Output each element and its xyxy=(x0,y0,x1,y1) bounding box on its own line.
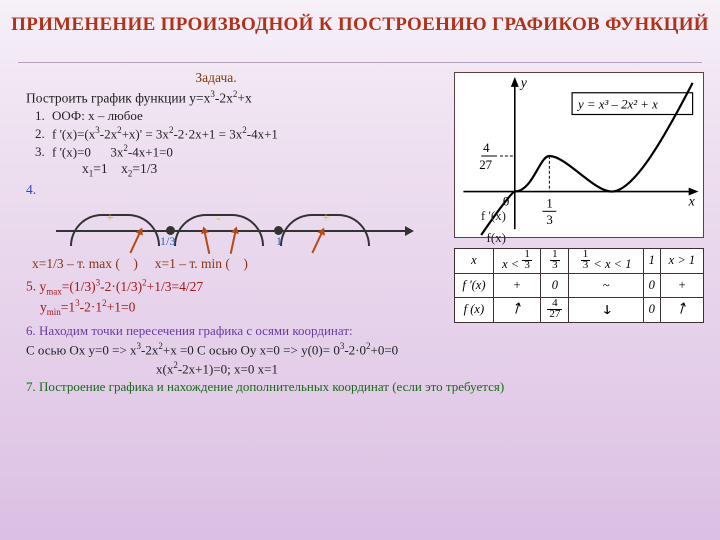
number-line-diagram: + - + 1/3 1 f '(x) f(x) xyxy=(56,202,456,248)
intro-line: Построить график функции y=x3-2x2+x xyxy=(26,89,426,107)
task-label: Задача. xyxy=(26,70,406,87)
list-item: ООФ: x – любое xyxy=(48,108,426,124)
ymin-line: ymin=13-2·12+1=0 xyxy=(40,298,426,318)
list-item: f '(x)=(x3-2x2+x)' = 3x2-2·2x+1 = 3x2-4x… xyxy=(48,125,426,143)
step-7: 7. xyxy=(26,379,36,394)
title-divider xyxy=(18,62,702,63)
page-title: ПРИМЕНЕНИЕ ПРОИЗВОДНОЙ К ПОСТРОЕНИЮ ГРАФ… xyxy=(0,14,720,36)
step-5: 5. ymax=(1/3)3-2·(1/3)2+1/3=4/27 xyxy=(26,277,426,297)
step-6: 6. xyxy=(26,323,36,338)
content-area: Задача. Построить график функции y=x3-2x… xyxy=(26,70,708,534)
extrema-line: x=1/3 – т. max ( ) x=1 – т. min ( ) xyxy=(32,256,426,273)
lower-block: 6. Находим точки пересечения графика с о… xyxy=(26,322,708,395)
list-item: f '(x)=0 3x2-4x+1=0 xyxy=(48,143,426,161)
roots-line: x1=1 x2=1/3 xyxy=(82,161,426,180)
step-4: 4. xyxy=(26,182,36,197)
